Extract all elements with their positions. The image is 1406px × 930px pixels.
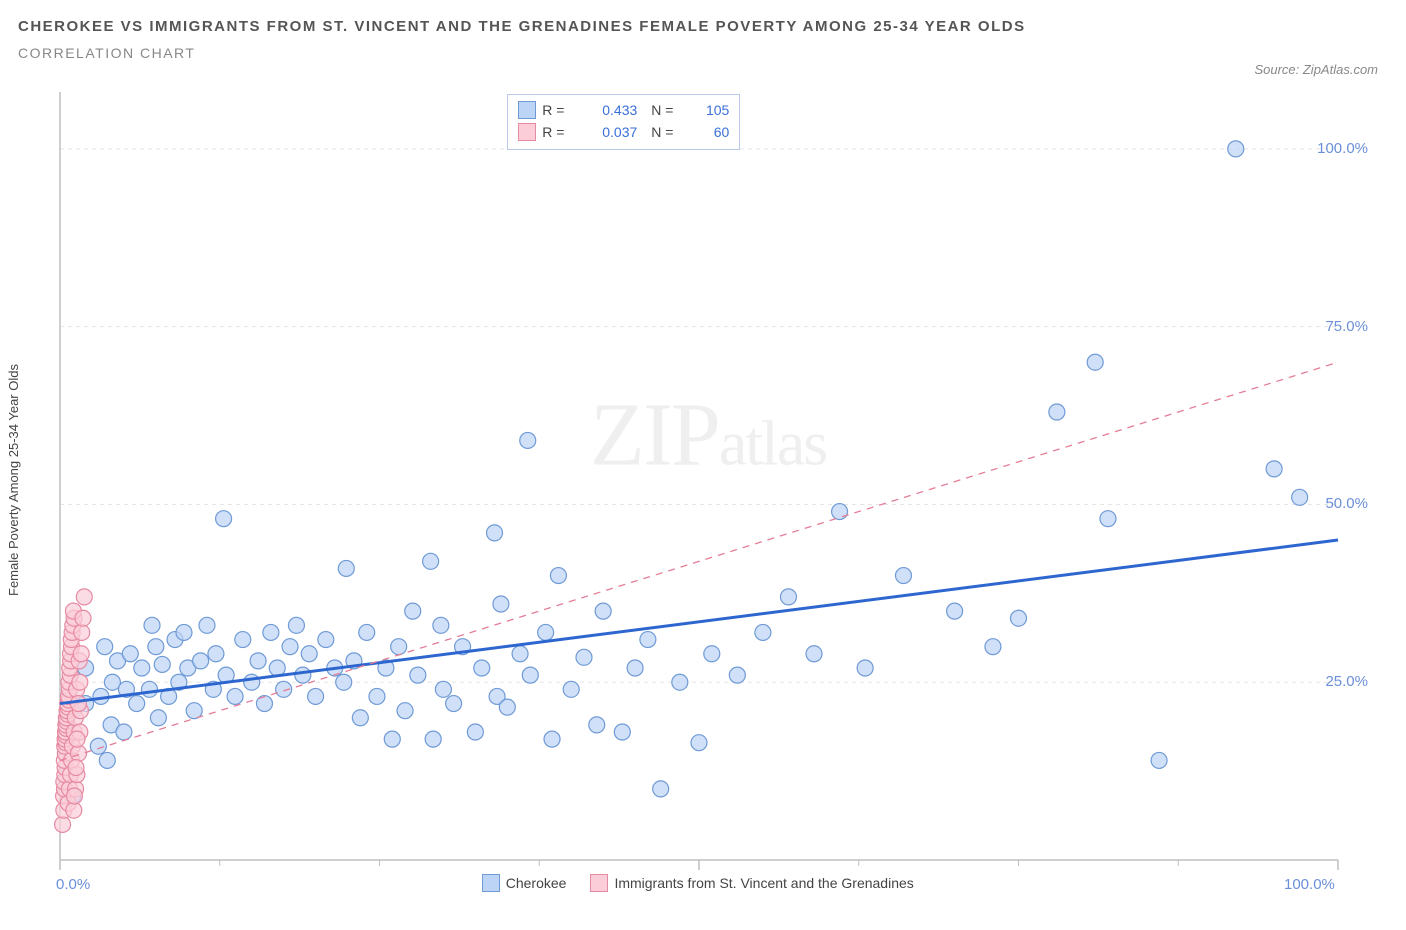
source-attribution: Source: ZipAtlas.com bbox=[1254, 62, 1378, 77]
legend-row: R = 0.433 N = 105 bbox=[518, 99, 729, 121]
series-legend: Cherokee Immigrants from St. Vincent and … bbox=[482, 874, 914, 892]
y-axis-label: Female Poverty Among 25-34 Year Olds bbox=[6, 364, 21, 596]
y-tick-label: 25.0% bbox=[1325, 673, 1368, 690]
chart-title: CHEROKEE VS IMMIGRANTS FROM ST. VINCENT … bbox=[18, 18, 1026, 35]
legend-swatch bbox=[518, 123, 536, 141]
legend-item: Immigrants from St. Vincent and the Gren… bbox=[590, 874, 913, 892]
legend-r-label: R = bbox=[542, 102, 576, 118]
y-tick-label: 50.0% bbox=[1325, 495, 1368, 512]
legend-r-value: 0.433 bbox=[582, 102, 637, 118]
legend-swatch bbox=[518, 101, 536, 119]
legend-n-label: N = bbox=[651, 102, 685, 118]
legend-r-label: R = bbox=[542, 124, 576, 140]
chart-area: ZIPatlas R =0.433N =105R =0.037N =60 Che… bbox=[48, 92, 1368, 872]
correlation-legend: R = 0.433 N = 105 R = 0.037 N = 60 bbox=[507, 94, 740, 150]
x-tick-label: 0.0% bbox=[56, 876, 90, 893]
legend-n-label: N = bbox=[651, 124, 685, 140]
scatter-chart bbox=[48, 92, 1368, 880]
legend-n-value: 105 bbox=[691, 102, 729, 118]
legend-r-value: 0.037 bbox=[582, 124, 637, 140]
x-tick-label: 100.0% bbox=[1284, 876, 1335, 893]
y-tick-label: 100.0% bbox=[1317, 140, 1368, 157]
legend-row: R = 0.037 N = 60 bbox=[518, 121, 729, 143]
legend-swatch bbox=[590, 874, 608, 892]
legend-item: Cherokee bbox=[482, 874, 567, 892]
legend-swatch bbox=[482, 874, 500, 892]
legend-n-value: 60 bbox=[691, 124, 729, 140]
chart-subtitle: CORRELATION CHART bbox=[18, 45, 1026, 61]
y-tick-label: 75.0% bbox=[1325, 318, 1368, 335]
